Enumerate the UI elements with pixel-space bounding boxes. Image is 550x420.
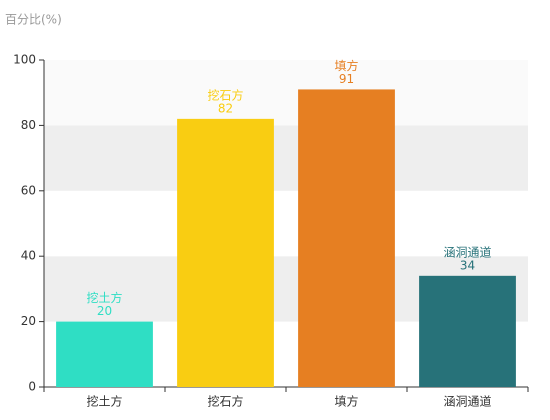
bar (298, 89, 395, 388)
bar (177, 118, 274, 388)
bar (419, 275, 516, 387)
y-tick-label: 80 (21, 118, 36, 132)
y-axis-title: 百分比(%) (5, 13, 62, 27)
grid-band (44, 190, 528, 257)
x-tick-label: 挖石方 (207, 394, 243, 409)
x-tick-label: 涵洞通道 (443, 395, 491, 409)
bar (56, 321, 153, 387)
data-label: 91 (339, 72, 354, 86)
data-label-name: 挖石方 (207, 87, 243, 102)
y-tick-label: 40 (21, 249, 36, 263)
data-label: 20 (97, 304, 112, 318)
data-label: 82 (218, 101, 233, 115)
data-label-name: 挖土方 (86, 290, 122, 305)
x-tick-label: 填方 (334, 394, 358, 409)
y-tick-label: 0 (28, 380, 36, 394)
data-label-name: 填方 (334, 58, 358, 73)
x-tick-label: 挖土方 (86, 394, 122, 409)
grid-band (44, 60, 528, 126)
grid-band (44, 125, 528, 191)
y-tick-label: 20 (21, 314, 36, 328)
y-tick-label: 60 (21, 183, 36, 197)
data-label: 34 (460, 258, 475, 272)
data-label-name: 涵洞通道 (443, 245, 491, 259)
y-tick-label: 100 (13, 53, 36, 67)
